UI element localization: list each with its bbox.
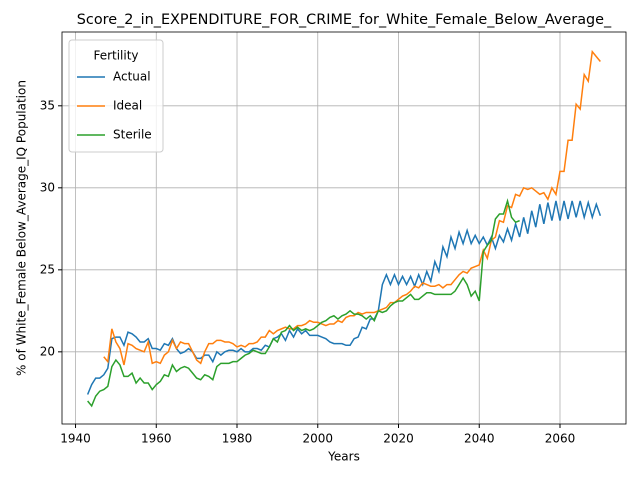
- chart-title: Score_2_in_EXPENDITURE_FOR_CRIME_for_Whi…: [77, 12, 612, 28]
- x-tick-label: 1980: [222, 432, 253, 446]
- legend-label: Sterile: [113, 128, 152, 142]
- x-tick-label: 1960: [141, 432, 172, 446]
- y-tick-label: 20: [40, 344, 55, 358]
- legend-label: Actual: [113, 70, 151, 84]
- legend-title: Fertility: [93, 49, 138, 63]
- y-axis-label: % of White_Female Below_Average_IQ Popul…: [15, 80, 29, 376]
- line: [87, 198, 520, 408]
- y-tick-label: 25: [40, 262, 55, 276]
- x-tick-label: 2060: [545, 432, 576, 446]
- x-tick-label: 1940: [60, 432, 91, 446]
- line: [86, 199, 602, 395]
- y-tick-label: 30: [40, 180, 55, 194]
- y-tick-label: 35: [40, 98, 55, 112]
- x-axis-label: Years: [327, 450, 360, 464]
- legend-box: [68, 39, 164, 153]
- legend-label: Ideal: [113, 99, 142, 113]
- plot-frame: [61, 31, 627, 425]
- line: [103, 49, 601, 366]
- x-tick-label: 2020: [383, 432, 414, 446]
- x-tick-label: 2000: [302, 432, 333, 446]
- x-tick-label: 2040: [464, 432, 495, 446]
